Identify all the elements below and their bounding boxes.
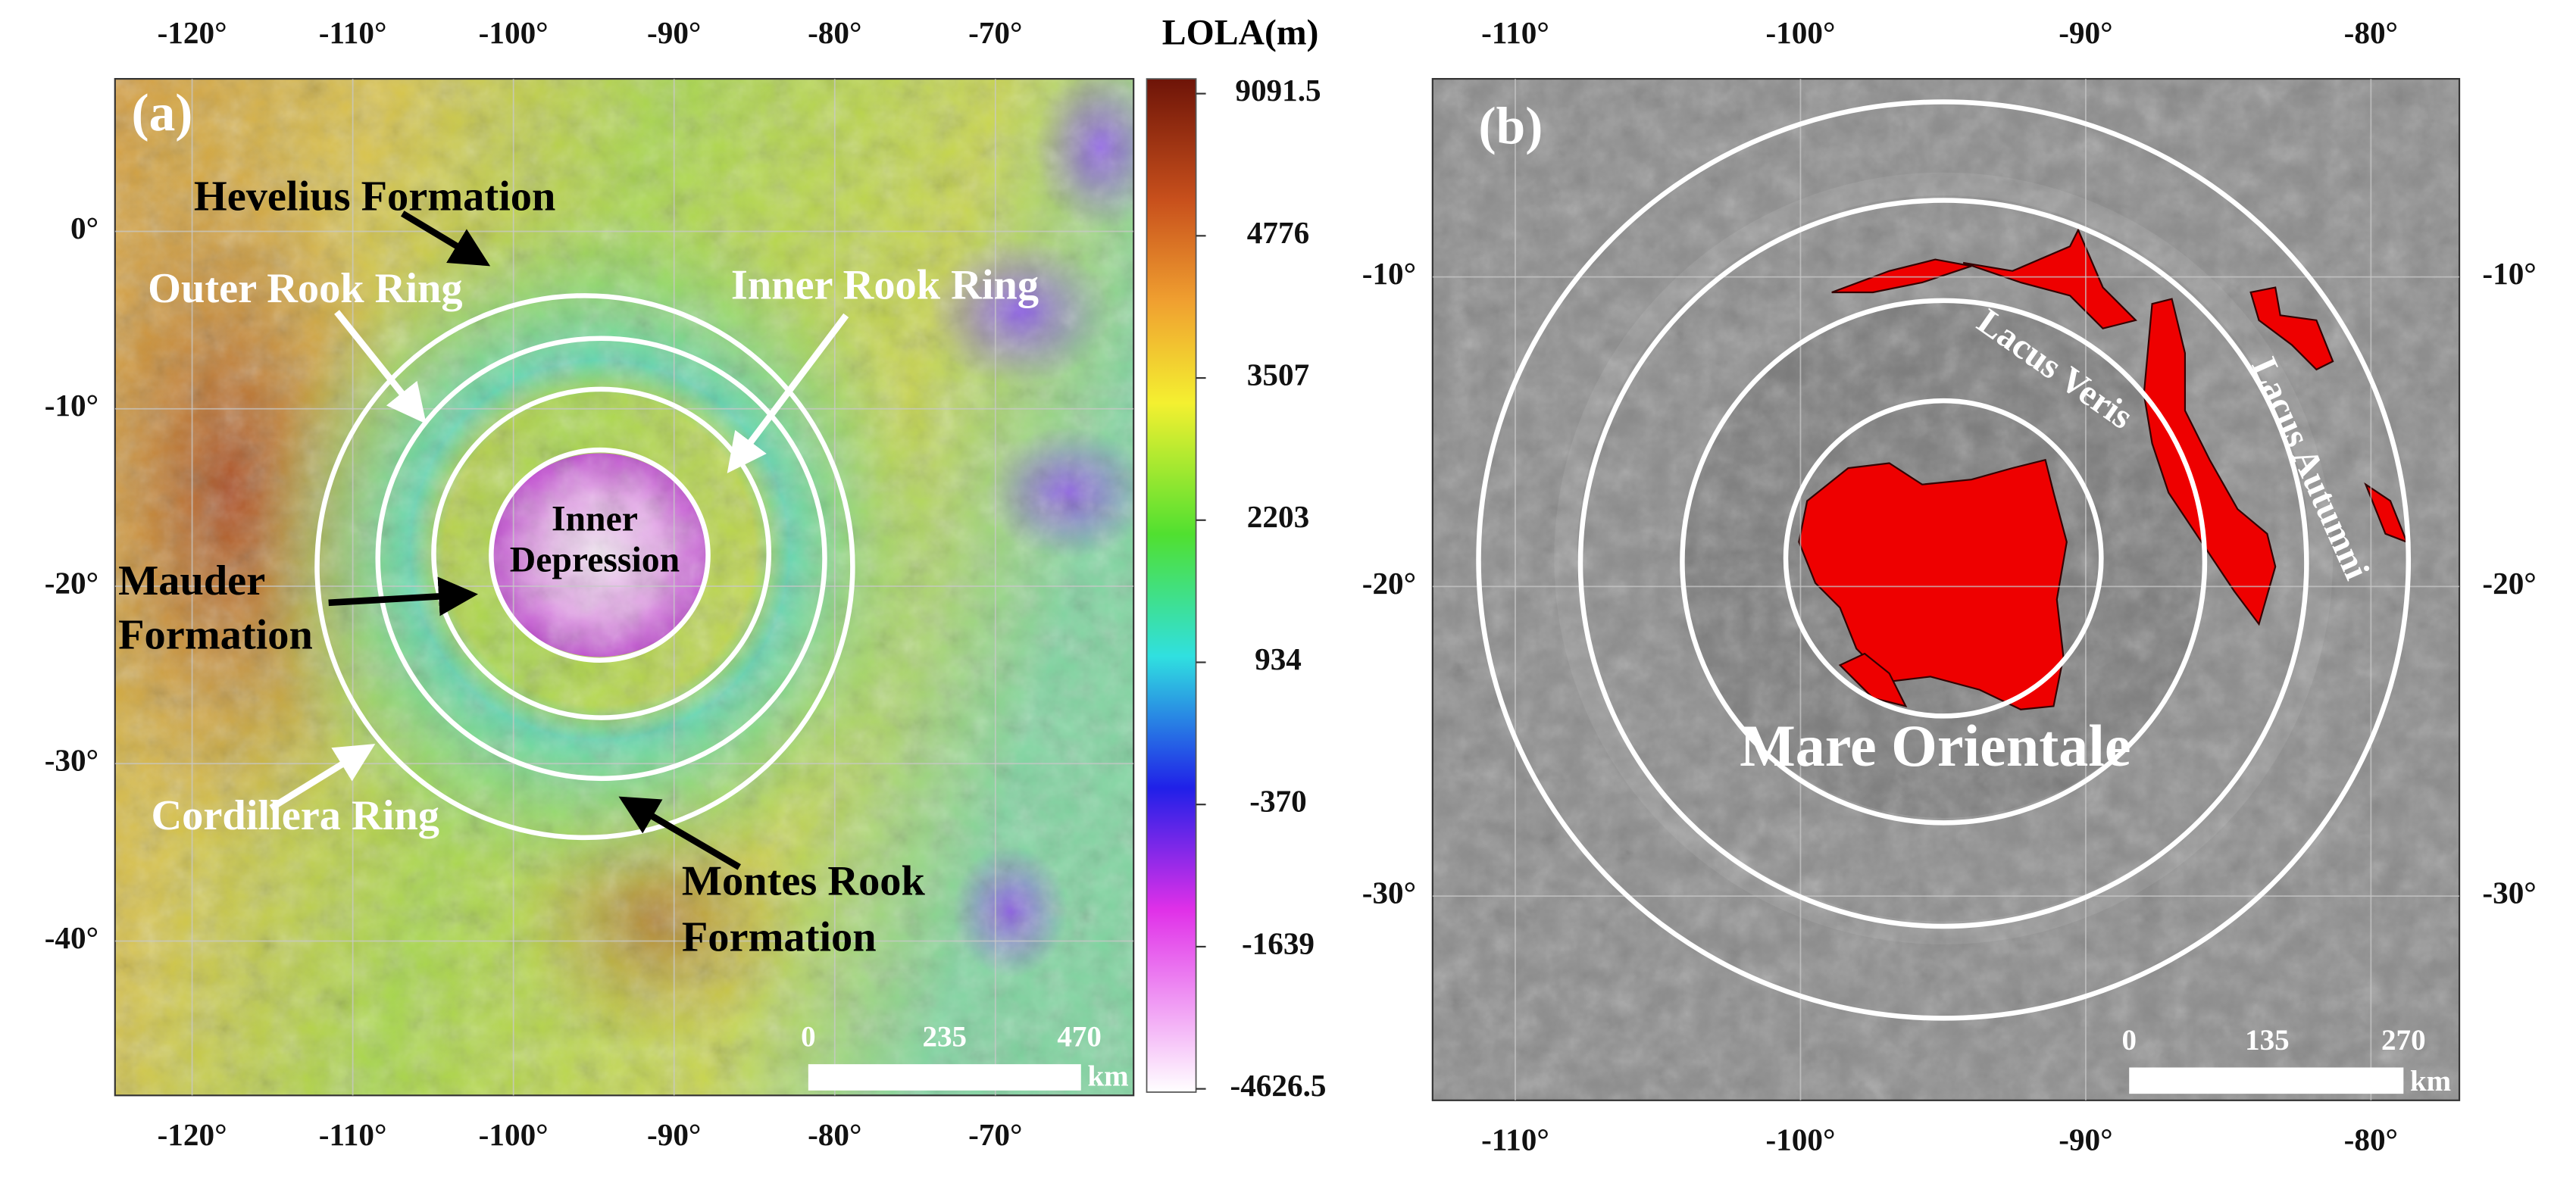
annotation: Formation (682, 913, 877, 960)
lon-tick-label: -100° (479, 1117, 549, 1152)
rings-a (314, 293, 855, 841)
lon-tick-label: -110° (319, 1117, 387, 1152)
colorbar-tick-label: -1639 (1242, 926, 1315, 960)
lon-tick-label: -70° (968, 15, 1022, 50)
scale-unit: km (2410, 1065, 2451, 1097)
colorbar-title: LOLA(m) (1162, 13, 1319, 53)
lat-tick-label: -20° (45, 565, 98, 600)
lat-tick-label: -30° (1362, 876, 1416, 910)
colorbar-tick-label: -4626.5 (1230, 1068, 1326, 1103)
scale-bar (2129, 1067, 2404, 1094)
lon-tick-label: -120° (158, 1117, 227, 1152)
panel-label: (a) (131, 84, 192, 142)
lat-tick-label: 0° (70, 211, 98, 245)
scale-unit: km (1087, 1060, 1128, 1093)
panel-label: (b) (1479, 97, 1543, 155)
annotation: Inner (552, 499, 638, 539)
lon-tick-label: -100° (479, 15, 549, 50)
lon-tick-label: -80° (2344, 15, 2398, 50)
lon-tick-label: -80° (808, 15, 861, 50)
annotation: Cordillera Ring (151, 792, 439, 839)
lon-tick-label: -110° (1481, 15, 1549, 50)
annotations-a: (a) Hevelius Formation Outer Rook Ring I… (118, 84, 1039, 960)
lon-tick-label: -70° (968, 1117, 1022, 1152)
lat-tick-label: -20° (1362, 566, 1416, 601)
colorbar (1146, 78, 1197, 1093)
rings-b (1476, 99, 2412, 1021)
panel-a-frame (114, 78, 1135, 1097)
lat-tick-label: -30° (2482, 876, 2536, 910)
scale-label: 470 (1057, 1021, 1102, 1054)
annotation: Formation (118, 611, 313, 658)
scale-label: 0 (801, 1021, 816, 1054)
annotation: Inner Rook Ring (731, 262, 1039, 309)
lat-tick-label: -30° (45, 743, 98, 778)
annotation: Montes Rook (682, 858, 926, 905)
annotation: Depression (510, 540, 680, 580)
scale-label: 0 (2121, 1024, 2137, 1057)
lon-tick-label: -110° (1481, 1122, 1549, 1157)
lat-tick-label: -10° (45, 388, 98, 423)
lon-tick-label: -100° (1765, 1122, 1835, 1157)
lon-tick-label: -80° (808, 1117, 861, 1152)
colorbar-tick-label: -370 (1249, 784, 1307, 819)
lon-tick-label: -90° (2059, 15, 2112, 50)
scale-label: 270 (2381, 1024, 2426, 1057)
lon-tick-label: -80° (2344, 1122, 2398, 1157)
lon-tick-label: -100° (1765, 15, 1835, 50)
panel-b-frame (1431, 78, 2461, 1101)
colorbar-tick-label: 4776 (1247, 215, 1309, 250)
colorbar-tick-label: 9091.5 (1235, 73, 1321, 108)
lat-tick-label: -10° (2482, 256, 2536, 291)
lon-tick-label: -120° (158, 15, 227, 50)
lon-tick-label: -110° (319, 15, 387, 50)
annotation: Outer Rook Ring (148, 265, 462, 312)
lat-tick-label: -40° (45, 920, 98, 955)
lon-tick-label: -90° (647, 15, 701, 50)
annotation: Hevelius Formation (194, 173, 555, 220)
scale-bar (808, 1064, 1081, 1091)
mare-units (1798, 228, 2409, 710)
colorbar-tick-label: 3507 (1247, 357, 1309, 392)
colorbar-tick-label: 2203 (1247, 499, 1309, 534)
scale-label: 235 (923, 1021, 968, 1054)
colorbar-tick-label: 934 (1255, 642, 1302, 676)
scale-bar-b: 0 135 270 km (2121, 1024, 2451, 1097)
lat-tick-label: -10° (1362, 256, 1416, 291)
lon-tick-label: -90° (647, 1117, 701, 1152)
arrows-a (269, 211, 849, 870)
annotation: Mare Orientale (1740, 713, 2131, 779)
scale-bar-a: 0 235 470 km (801, 1021, 1129, 1093)
annotation: Mauder (118, 557, 265, 604)
lon-tick-label: -90° (2059, 1122, 2112, 1157)
scale-label: 135 (2245, 1024, 2290, 1057)
lat-tick-label: -20° (2482, 566, 2536, 601)
